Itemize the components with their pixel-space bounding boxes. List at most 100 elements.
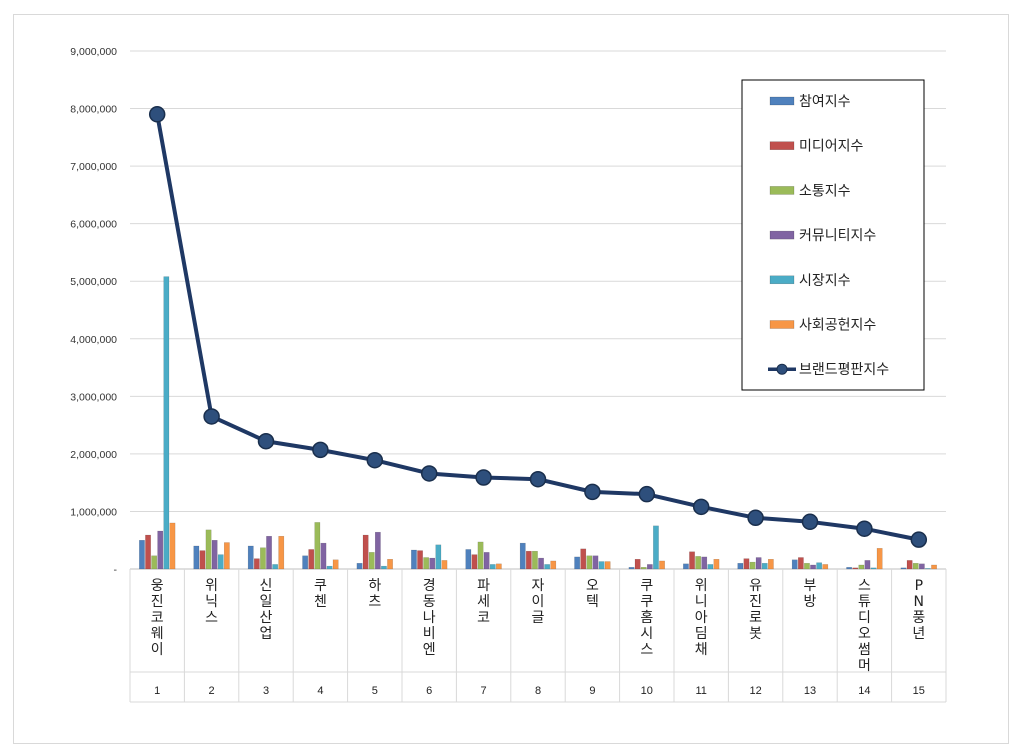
x-axis-categories: 웅 진 코 웨 이 1 위 닉 스 2 신 일 산 업 3 쿠 첸 4 하 츠 5 경 동 나 비 엔 6 파 세 코 7 자 이 글 8 오 텍 9 쿠 쿠… xyxy=(129,569,947,703)
bar-2-3 xyxy=(253,558,260,570)
bar-2-14 xyxy=(852,567,859,570)
bar-6-2 xyxy=(223,542,230,570)
line-point-15 xyxy=(910,531,928,548)
bar-5-7 xyxy=(489,564,496,570)
bar-6-11 xyxy=(713,559,720,570)
bar-1-10 xyxy=(628,567,635,570)
bar-4-12 xyxy=(755,557,762,570)
bar-2-12 xyxy=(743,558,750,570)
bar-4-3 xyxy=(266,535,272,570)
y-tick-label: - xyxy=(114,564,118,576)
bar-5-2 xyxy=(217,554,224,570)
bar-6-6 xyxy=(441,560,448,570)
line-point-2 xyxy=(203,408,220,425)
bar-6-1 xyxy=(169,522,176,570)
bar-1-14 xyxy=(846,567,853,570)
y-tick-label: 6,000,000 xyxy=(70,219,117,231)
legend-swatch xyxy=(769,320,795,329)
bar-2-5 xyxy=(362,534,369,570)
bar-2-13 xyxy=(798,557,804,570)
legend-swatch xyxy=(769,230,795,240)
line-point-8 xyxy=(529,470,547,488)
bar-4-14 xyxy=(864,560,871,570)
line-point-9 xyxy=(584,483,601,501)
bar-3-7 xyxy=(477,541,484,570)
legend-swatch xyxy=(769,141,795,150)
rank-label: 2 xyxy=(209,685,215,697)
rank-label: 9 xyxy=(589,685,595,697)
bar-3-12 xyxy=(749,561,756,570)
bar-1-8 xyxy=(519,542,526,570)
bar-5-4 xyxy=(326,565,333,570)
line-point-4 xyxy=(312,441,329,459)
bar-1-1 xyxy=(139,540,145,570)
bar-5-1 xyxy=(163,276,170,570)
line-point-6 xyxy=(420,465,438,482)
bar-2-9 xyxy=(580,548,587,570)
line-point-11 xyxy=(692,498,710,516)
legend-label: 소통지수 xyxy=(799,183,851,199)
bar-4-15 xyxy=(919,563,925,570)
rank-label: 1 xyxy=(154,685,160,697)
bar-5-15 xyxy=(925,568,931,570)
bar-6-12 xyxy=(768,559,774,570)
bar-4-13 xyxy=(810,564,816,570)
bar-2-11 xyxy=(689,551,695,570)
bar-4-8 xyxy=(538,557,544,570)
legend-swatch xyxy=(769,186,795,195)
rank-label: 12 xyxy=(749,685,761,697)
rank-label: 10 xyxy=(641,685,653,697)
legend-swatch xyxy=(769,96,795,106)
bar-1-2 xyxy=(193,545,200,570)
rank-label: 7 xyxy=(481,685,487,697)
bar-6-14 xyxy=(876,548,883,570)
line-point-5 xyxy=(366,451,384,469)
bar-1-9 xyxy=(574,556,581,570)
bar-1-4 xyxy=(302,555,309,570)
bar-1-13 xyxy=(791,559,798,570)
bar-5-6 xyxy=(435,544,442,570)
rank-label: 3 xyxy=(263,685,269,697)
bar-6-4 xyxy=(332,559,339,570)
y-tick-label: 9,000,000 xyxy=(70,46,117,58)
bar-2-7 xyxy=(471,554,478,570)
bar-3-11 xyxy=(695,556,702,570)
rank-label: 8 xyxy=(535,685,541,697)
bar-5-9 xyxy=(598,561,605,570)
bar-6-5 xyxy=(387,559,393,570)
bar-3-3 xyxy=(260,547,266,570)
line-point-12 xyxy=(747,509,764,527)
bar-5-14 xyxy=(870,567,877,570)
bar-4-2 xyxy=(211,540,218,570)
bar-1-6 xyxy=(411,549,417,570)
legend-marker xyxy=(776,363,788,375)
bar-series xyxy=(139,276,937,570)
bar-5-3 xyxy=(272,564,279,570)
rank-label: 11 xyxy=(695,685,706,697)
bar-4-10 xyxy=(647,564,653,570)
bar-5-11 xyxy=(707,564,714,570)
line-point-13 xyxy=(801,513,819,531)
rank-label: 14 xyxy=(858,685,870,697)
bar-5-10 xyxy=(653,525,659,570)
legend-label: 시장지수 xyxy=(799,273,851,289)
bar-2-2 xyxy=(199,550,206,570)
bar-3-5 xyxy=(368,552,375,570)
bar-4-4 xyxy=(320,542,327,570)
bar-5-13 xyxy=(816,562,823,570)
bar-4-1 xyxy=(157,530,164,570)
line-series xyxy=(148,106,928,548)
bar-1-11 xyxy=(683,563,689,570)
line-point-14 xyxy=(856,520,873,537)
